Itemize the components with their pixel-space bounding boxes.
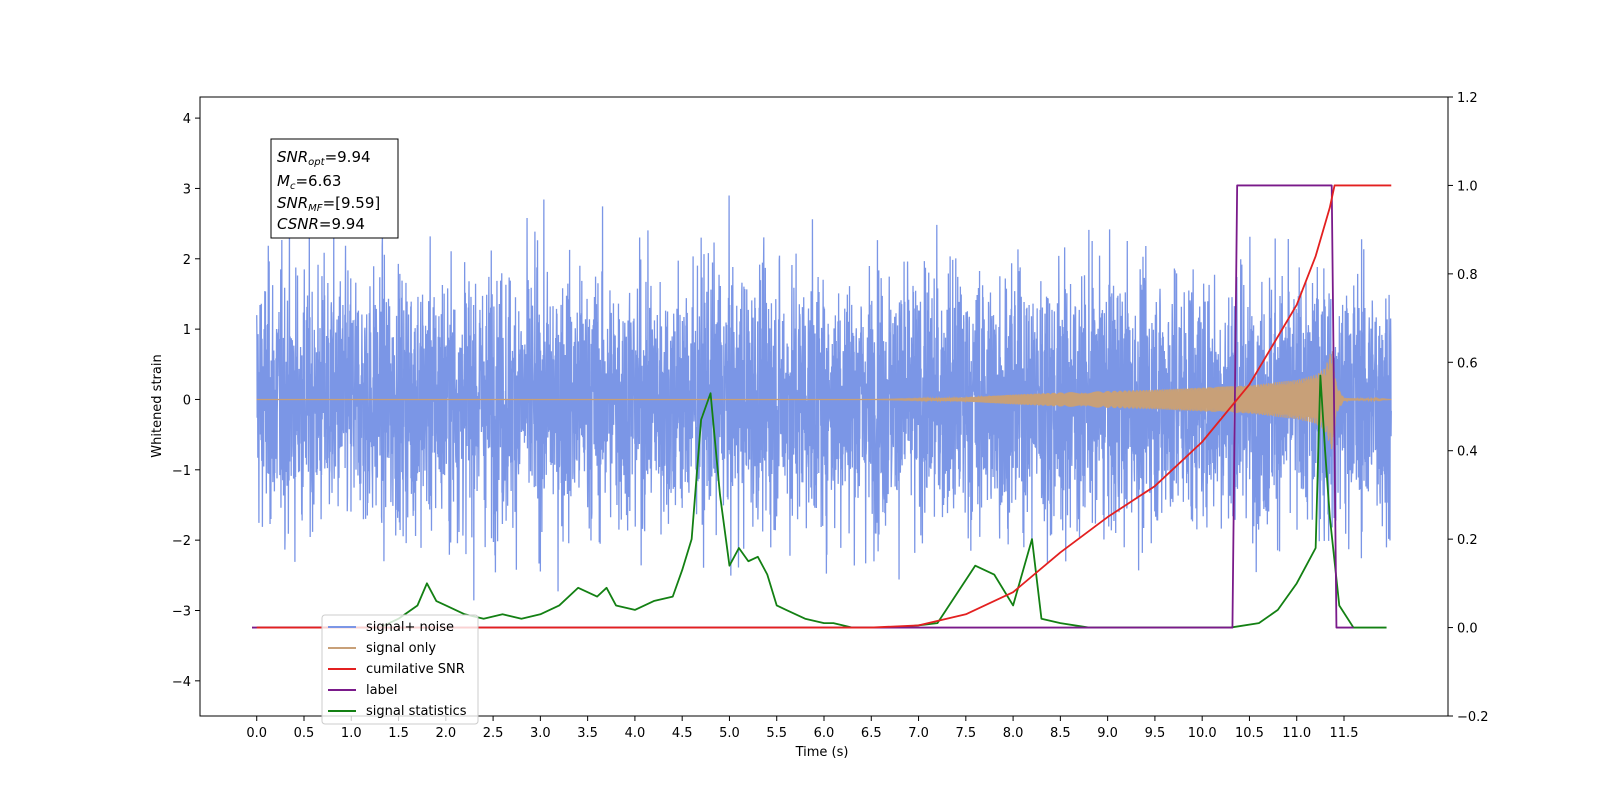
- y-right-tick-label: 0.2: [1457, 533, 1478, 548]
- x-tick-label: 4.5: [672, 726, 693, 741]
- annotation-csnr: CSNR=9.94: [277, 215, 365, 233]
- label-line: [252, 184, 1354, 629]
- y-left-tick-label: −4: [172, 675, 191, 690]
- x-tick-label: 8.5: [1050, 726, 1071, 741]
- y-left-tick-label: 2: [183, 253, 191, 268]
- x-tick-label: 7.5: [955, 726, 976, 741]
- annotation-snr-mf: SNRMF=[9.59]: [277, 194, 380, 214]
- y-left-tick-label: −3: [172, 604, 191, 619]
- x-tick-label: 9.0: [1097, 726, 1118, 741]
- y-left-tick-label: 4: [183, 112, 191, 127]
- annotation-snr-opt: SNRopt=9.94: [277, 148, 371, 168]
- x-tick-label: 1.0: [341, 726, 362, 741]
- annotation-frame: [270, 138, 399, 239]
- signal-noise-series: [256, 195, 1392, 601]
- y-right-tick-label: 0.8: [1457, 268, 1478, 283]
- x-tick-label: 4.0: [625, 726, 646, 741]
- x-tick-label: 0.0: [246, 726, 267, 741]
- annotation-box: SNRopt=9.94 Mc=6.63 SNRMF=[9.59] CSNR=9.…: [270, 138, 399, 239]
- legend: signal+ noise signal only cumilative SNR…: [321, 614, 479, 725]
- y-right-tick-label: −0.2: [1457, 710, 1489, 725]
- x-tick-label: 6.0: [814, 726, 835, 741]
- legend-label-label: label: [366, 683, 397, 698]
- legend-frame: [321, 614, 479, 725]
- x-tick-label: 3.0: [530, 726, 551, 741]
- x-tick-label: 11.0: [1282, 726, 1311, 741]
- x-tick-label: 1.5: [388, 726, 409, 741]
- signal-only-line: [256, 350, 1392, 450]
- x-tick-label: 5.5: [766, 726, 787, 741]
- signal-statistics-line: [256, 374, 1387, 629]
- y-left-tick-label: 3: [183, 182, 191, 197]
- x-tick-label: 2.5: [483, 726, 504, 741]
- legend-label-signal-noise: signal+ noise: [366, 620, 454, 635]
- x-axis-label: Time (s): [795, 745, 849, 760]
- legend-label-signal-statistics: signal statistics: [366, 704, 467, 719]
- signal-only-series: [256, 350, 1392, 450]
- x-tick-label: 9.5: [1145, 726, 1166, 741]
- y-left-tick-label: 1: [183, 323, 191, 338]
- cumulative-snr-line: [256, 184, 1392, 629]
- x-axis: 0.0 0.5 1.0 1.5 2.0 2.5 3.0 3.5 4.0 4.5 5.0 5.5 6.0 6…: [246, 716, 1358, 741]
- y-left-tick-label: 0: [183, 393, 191, 408]
- y-right-tick-label: 0.6: [1457, 356, 1478, 371]
- y-left-tick-label: −2: [172, 534, 191, 549]
- y-right-tick-label: 1.2: [1457, 91, 1478, 106]
- y-left-tick-label: −1: [172, 464, 191, 479]
- plot-area: [252, 184, 1392, 629]
- x-tick-label: 5.0: [719, 726, 740, 741]
- x-tick-label: 2.0: [435, 726, 456, 741]
- y-right-tick-label: 0.0: [1457, 622, 1478, 637]
- y-right-tick-label: 0.4: [1457, 445, 1478, 460]
- signal-noise-line: [256, 195, 1392, 601]
- legend-label-cumulative-snr: cumilative SNR: [366, 662, 465, 677]
- x-tick-label: 3.5: [577, 726, 598, 741]
- x-tick-label: 10.5: [1235, 726, 1264, 741]
- line-series-group: [252, 184, 1392, 629]
- x-tick-label: 11.5: [1330, 726, 1359, 741]
- y-axis-left: −4 −3 −2 −1 0 1 2 3 4: [172, 112, 200, 690]
- x-tick-label: 6.5: [861, 726, 882, 741]
- y-axis-right: −0.2 0.0 0.2 0.4 0.6 0.8 1.0 1.2: [1448, 91, 1489, 725]
- x-tick-label: 7.0: [908, 726, 929, 741]
- x-tick-label: 0.5: [294, 726, 315, 741]
- y-right-tick-label: 1.0: [1457, 179, 1478, 194]
- y-axis-label: Whitened strain: [150, 354, 165, 457]
- annotation-mc: Mc=6.63: [277, 172, 341, 192]
- legend-label-signal-only: signal only: [366, 641, 436, 656]
- x-tick-label: 10.0: [1188, 726, 1217, 741]
- x-tick-label: 8.0: [1003, 726, 1024, 741]
